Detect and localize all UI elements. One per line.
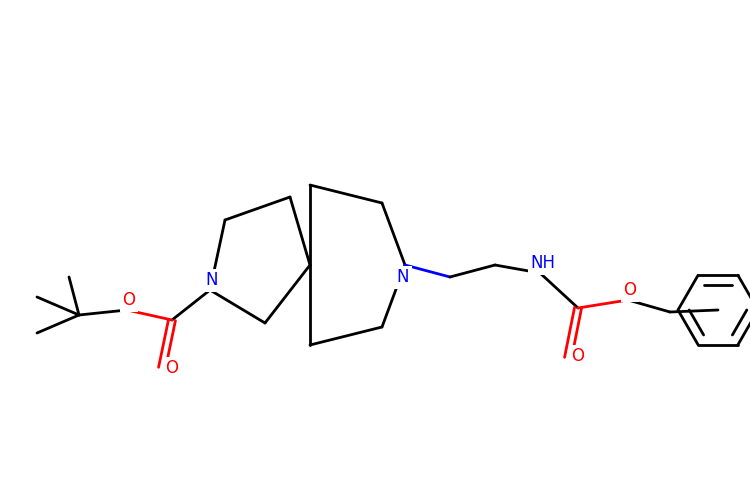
Text: N: N [397,268,410,286]
Text: O: O [623,281,637,299]
Text: NH: NH [530,254,556,272]
Text: N: N [206,271,218,289]
Text: O: O [572,347,584,365]
Text: O: O [122,291,136,309]
Text: O: O [166,359,178,377]
